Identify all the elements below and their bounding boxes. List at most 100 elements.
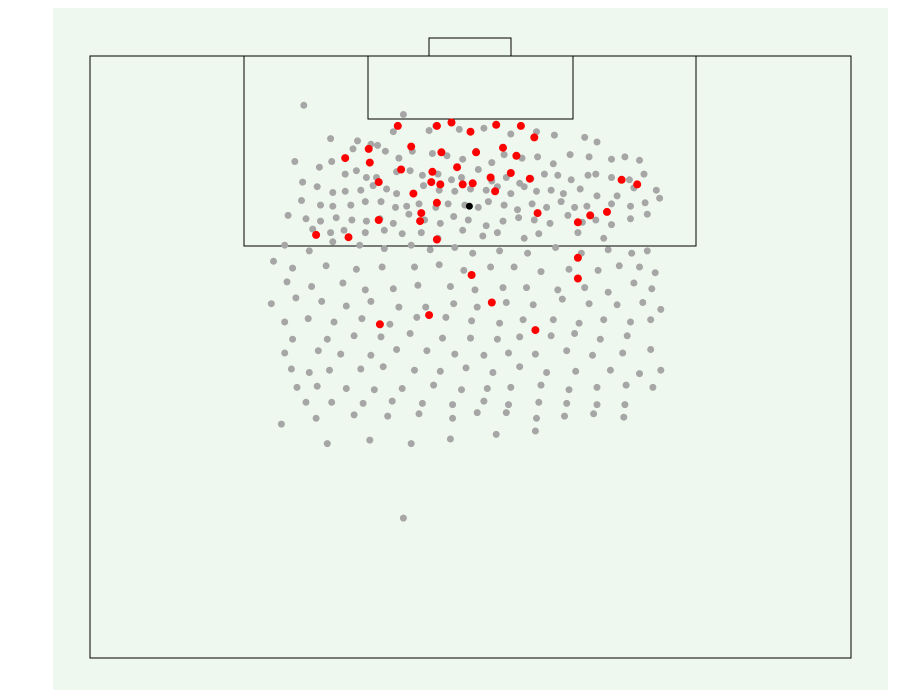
other-shot-point-275 (458, 386, 465, 394)
other-shot-point-184 (361, 286, 369, 294)
other-shot-point-212 (281, 318, 289, 326)
goal-shot-point-19 (525, 174, 534, 183)
other-shot-point-153 (380, 245, 388, 253)
other-shot-point-208 (585, 300, 593, 308)
other-shot-point-13 (581, 133, 589, 141)
other-shot-point-201 (395, 303, 403, 311)
other-shot-point-157 (469, 249, 477, 257)
other-shot-point-70 (435, 186, 443, 194)
other-shot-point-239 (623, 332, 631, 340)
goal-shot-point-41 (573, 253, 582, 262)
goal-shot-point-23 (458, 180, 467, 189)
other-shot-point-181 (283, 278, 291, 286)
highlight-shot-point-0 (465, 202, 473, 210)
other-shot-point-67 (393, 190, 401, 198)
goal-shot-point-2 (447, 118, 456, 127)
other-shot-point-145 (520, 234, 528, 242)
other-shot-point-14 (593, 138, 601, 146)
other-shot-point-2 (354, 137, 361, 145)
other-shot-point-75 (507, 190, 515, 198)
other-shot-point-71 (451, 187, 459, 195)
shot-points (267, 101, 665, 522)
other-shot-point-188 (471, 286, 479, 294)
goal-shot-point-12 (512, 151, 521, 160)
goal-shot-point-34 (603, 207, 611, 216)
other-shot-point-214 (330, 318, 338, 326)
goal-shot-point-28 (617, 175, 626, 184)
other-shot-point-283 (302, 398, 310, 406)
other-shot-point-47 (474, 166, 482, 173)
goal-shot-point-7 (364, 144, 373, 153)
other-shot-point-235 (516, 333, 524, 341)
other-shot-point-167 (322, 262, 330, 270)
other-shot-point-260 (436, 367, 444, 375)
other-shot-point-300 (473, 409, 481, 417)
other-shot-point-245 (423, 347, 431, 355)
other-shot-point-60 (299, 178, 307, 186)
other-shot-point-217 (413, 313, 421, 321)
other-shot-point-115 (362, 217, 370, 225)
other-shot-point-126 (530, 216, 538, 224)
other-shot-point-102 (543, 203, 551, 211)
other-shot-point-125 (515, 214, 523, 222)
goal-shot-point-47 (531, 326, 540, 335)
other-shot-point-45 (448, 176, 455, 184)
other-shot-point-144 (493, 229, 501, 237)
other-shot-point-236 (547, 332, 555, 340)
other-shot-point-43 (418, 171, 426, 179)
other-shot-point-276 (483, 385, 491, 392)
other-shot-point-263 (516, 363, 524, 371)
other-shot-point-271 (342, 385, 350, 392)
other-shot-point-21 (428, 150, 436, 157)
other-shot-point-121 (450, 213, 458, 220)
goal-shot-point-24 (468, 179, 477, 188)
other-shot-point-136 (340, 226, 348, 234)
other-shot-point-10 (507, 130, 515, 138)
other-shot-point-154 (407, 241, 415, 249)
other-shot-point-91 (392, 203, 399, 211)
other-shot-point-289 (480, 397, 488, 405)
other-shot-point-9 (480, 124, 488, 132)
other-shot-point-142 (459, 226, 467, 234)
other-shot-point-77 (533, 187, 540, 195)
other-shot-point-85 (298, 197, 305, 204)
other-shot-point-233 (467, 334, 474, 342)
other-shot-point-128 (564, 211, 572, 219)
other-shot-point-79 (559, 190, 567, 198)
other-shot-point-78 (547, 186, 555, 194)
goal-shot-point-11 (499, 143, 507, 152)
other-shot-point-241 (314, 347, 322, 355)
other-shot-point-95 (444, 200, 452, 208)
goal-shot-point-4 (492, 120, 501, 129)
other-shot-point-185 (389, 285, 397, 293)
other-shot-point-261 (462, 364, 470, 372)
other-shot-point-180 (651, 269, 659, 277)
other-shot-point-284 (328, 398, 336, 406)
other-shot-point-65 (369, 182, 377, 190)
other-shot-point-265 (572, 367, 580, 375)
other-shot-point-253 (647, 346, 655, 353)
goal-shot-point-16 (428, 167, 437, 176)
other-shot-point-293 (593, 401, 601, 409)
goal-shot-point-5 (516, 121, 525, 130)
other-shot-point-4 (389, 128, 397, 136)
other-shot-point-18 (381, 147, 389, 155)
other-shot-point-76 (520, 183, 528, 191)
goal-shot-point-17 (453, 163, 462, 172)
other-shot-point-16 (349, 145, 357, 153)
other-shot-point-193 (604, 288, 612, 296)
other-shot-point-108 (641, 199, 649, 207)
goal-shot-point-26 (506, 169, 515, 177)
other-shot-point-164 (643, 247, 651, 255)
other-shot-point-66 (383, 185, 391, 193)
other-shot-point-281 (622, 381, 630, 389)
other-shot-point-223 (575, 319, 583, 327)
other-shot-point-172 (460, 266, 468, 274)
other-shot-point-268 (657, 366, 665, 374)
other-shot-point-42 (406, 167, 414, 175)
goal-shot-point-46 (375, 320, 384, 329)
other-shot-point-137 (361, 229, 369, 237)
other-shot-point-28 (534, 153, 542, 161)
other-shot-point-134 (309, 225, 317, 233)
other-shot-point-264 (543, 369, 551, 376)
